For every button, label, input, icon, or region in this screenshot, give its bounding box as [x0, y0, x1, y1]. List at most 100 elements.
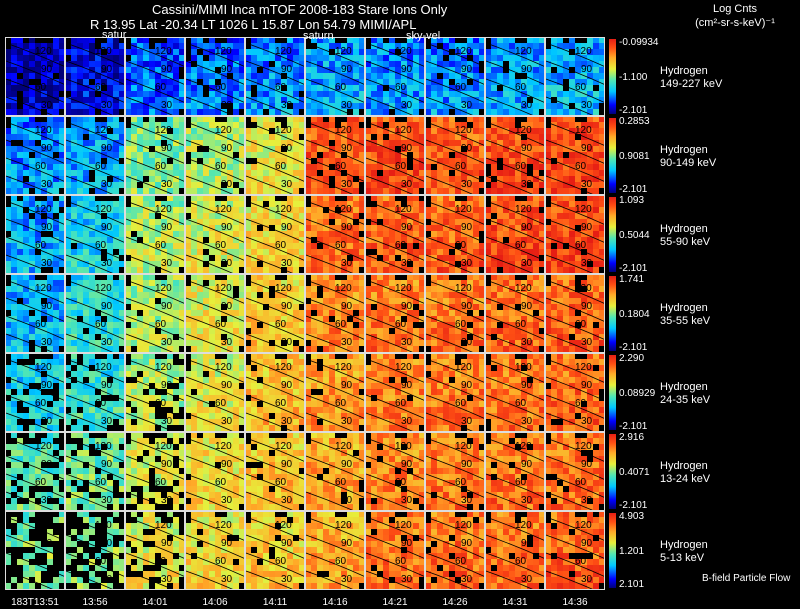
pitch-contour: [245, 139, 305, 165]
heatmap-cell: [395, 109, 401, 115]
heatmap-cell: [101, 67, 107, 73]
heatmap-cell: [71, 146, 77, 152]
heatmap-cell: [227, 43, 233, 49]
heatmap-cell: [113, 158, 119, 164]
heatmap-cell: [23, 49, 29, 55]
heatmap-cell: [335, 292, 341, 298]
heatmap-cell: [395, 134, 401, 140]
heatmap-cell: [53, 128, 59, 134]
heatmap-cell: [215, 91, 221, 97]
heatmap-cell: [77, 164, 83, 170]
heatmap-cell: [41, 103, 47, 109]
heatmap-cell: [227, 340, 233, 346]
heatmap-cell: [239, 146, 245, 152]
heatmap-cell: [11, 231, 17, 237]
channel-row: 1209060301209060301209060301209060301209…: [5, 274, 605, 353]
panel-border: [545, 195, 605, 274]
heatmap-cell: [389, 79, 395, 85]
pitch-contour-label: 60: [35, 319, 47, 330]
heatmap-cell: [419, 97, 425, 103]
pitch-contour: [365, 236, 425, 262]
pitch-contour: [545, 200, 605, 226]
heatmap-cell: [239, 152, 245, 158]
heatmap-cell: [317, 49, 323, 55]
heatmap-cell: [371, 103, 377, 109]
heatmap-cell: [101, 43, 107, 49]
heatmap-cell: [221, 225, 227, 231]
heatmap-cell: [413, 91, 419, 97]
heatmap-cell: [215, 188, 221, 194]
pitch-contour-label: 120: [215, 204, 232, 215]
heatmap-cell: [473, 188, 479, 194]
heatmap-cell: [281, 304, 287, 310]
heatmap-cell: [191, 128, 197, 134]
heatmap-cell: [125, 298, 131, 304]
heatmap-cell: [449, 261, 455, 267]
heatmap-cell: [389, 340, 395, 346]
heatmap-cell: [329, 225, 335, 231]
heatmap-cell: [311, 213, 317, 219]
heatmap-cell: [551, 103, 557, 109]
heatmap-cell: [59, 274, 65, 280]
heatmap-cell: [275, 67, 281, 73]
pitch-contour: [365, 175, 416, 195]
pitch-contour: [65, 139, 125, 165]
heatmap-cell: [437, 243, 443, 249]
heatmap-cell: [473, 49, 479, 55]
heatmap-cell: [119, 122, 125, 128]
heatmap-cell: [323, 128, 329, 134]
heatmap-cell: [443, 67, 449, 73]
pitch-contour: [185, 200, 245, 226]
heatmap-cell: [17, 243, 23, 249]
heatmap-cell: [287, 322, 293, 328]
heatmap-cell: [137, 286, 143, 292]
heatmap-cell: [131, 55, 137, 61]
heatmap-cell: [101, 79, 107, 85]
heatmap-cell: [413, 249, 419, 255]
heatmap-cell: [281, 79, 287, 85]
heatmap-cell: [371, 188, 377, 194]
heatmap-cell: [41, 304, 47, 310]
heatmap-cell: [257, 146, 263, 152]
pitch-contour-label: 30: [101, 337, 113, 348]
pitch-contour: [185, 315, 245, 341]
heatmap-cell: [209, 97, 215, 103]
heatmap-cell: [59, 79, 65, 85]
heatmap-cell: [545, 85, 551, 91]
heatmap-cell: [293, 201, 299, 207]
heatmap-cell: [17, 122, 23, 128]
heatmap-cell: [587, 91, 593, 97]
heatmap-cell: [563, 176, 569, 182]
heatmap-cell: [47, 261, 53, 267]
heatmap-cell: [563, 134, 569, 140]
heatmap-cell: [491, 73, 497, 79]
heatmap-cell: [353, 164, 359, 170]
heatmap-cell: [425, 91, 431, 97]
heatmap-cell: [293, 298, 299, 304]
heatmap-cell: [107, 116, 113, 122]
heatmap-cell: [125, 340, 131, 346]
heatmap-cell: [383, 43, 389, 49]
heatmap-cell: [437, 140, 443, 146]
heatmap-cell: [17, 249, 23, 255]
heatmap-cell: [545, 134, 551, 140]
heatmap-cell: [269, 116, 275, 122]
heatmap-cell: [47, 146, 53, 152]
heatmap-cell: [497, 103, 503, 109]
heatmap-cell: [113, 328, 119, 334]
heatmap-cell: [437, 116, 443, 122]
heatmap-cell: [227, 286, 233, 292]
heatmap-cell: [587, 37, 593, 43]
heatmap-cell: [173, 195, 179, 201]
heatmap-cell: [329, 91, 335, 97]
heatmap-cell: [365, 188, 371, 194]
pitch-contour-label: 30: [221, 179, 233, 190]
heatmap-cell: [479, 201, 485, 207]
heatmap-cell: [335, 176, 341, 182]
heatmap-cell: [365, 152, 371, 158]
heatmap-cell: [53, 188, 59, 194]
heatmap-cell: [347, 249, 353, 255]
heatmap-cell: [5, 79, 11, 85]
heatmap-cell: [491, 207, 497, 213]
heatmap-cell: [149, 274, 155, 280]
